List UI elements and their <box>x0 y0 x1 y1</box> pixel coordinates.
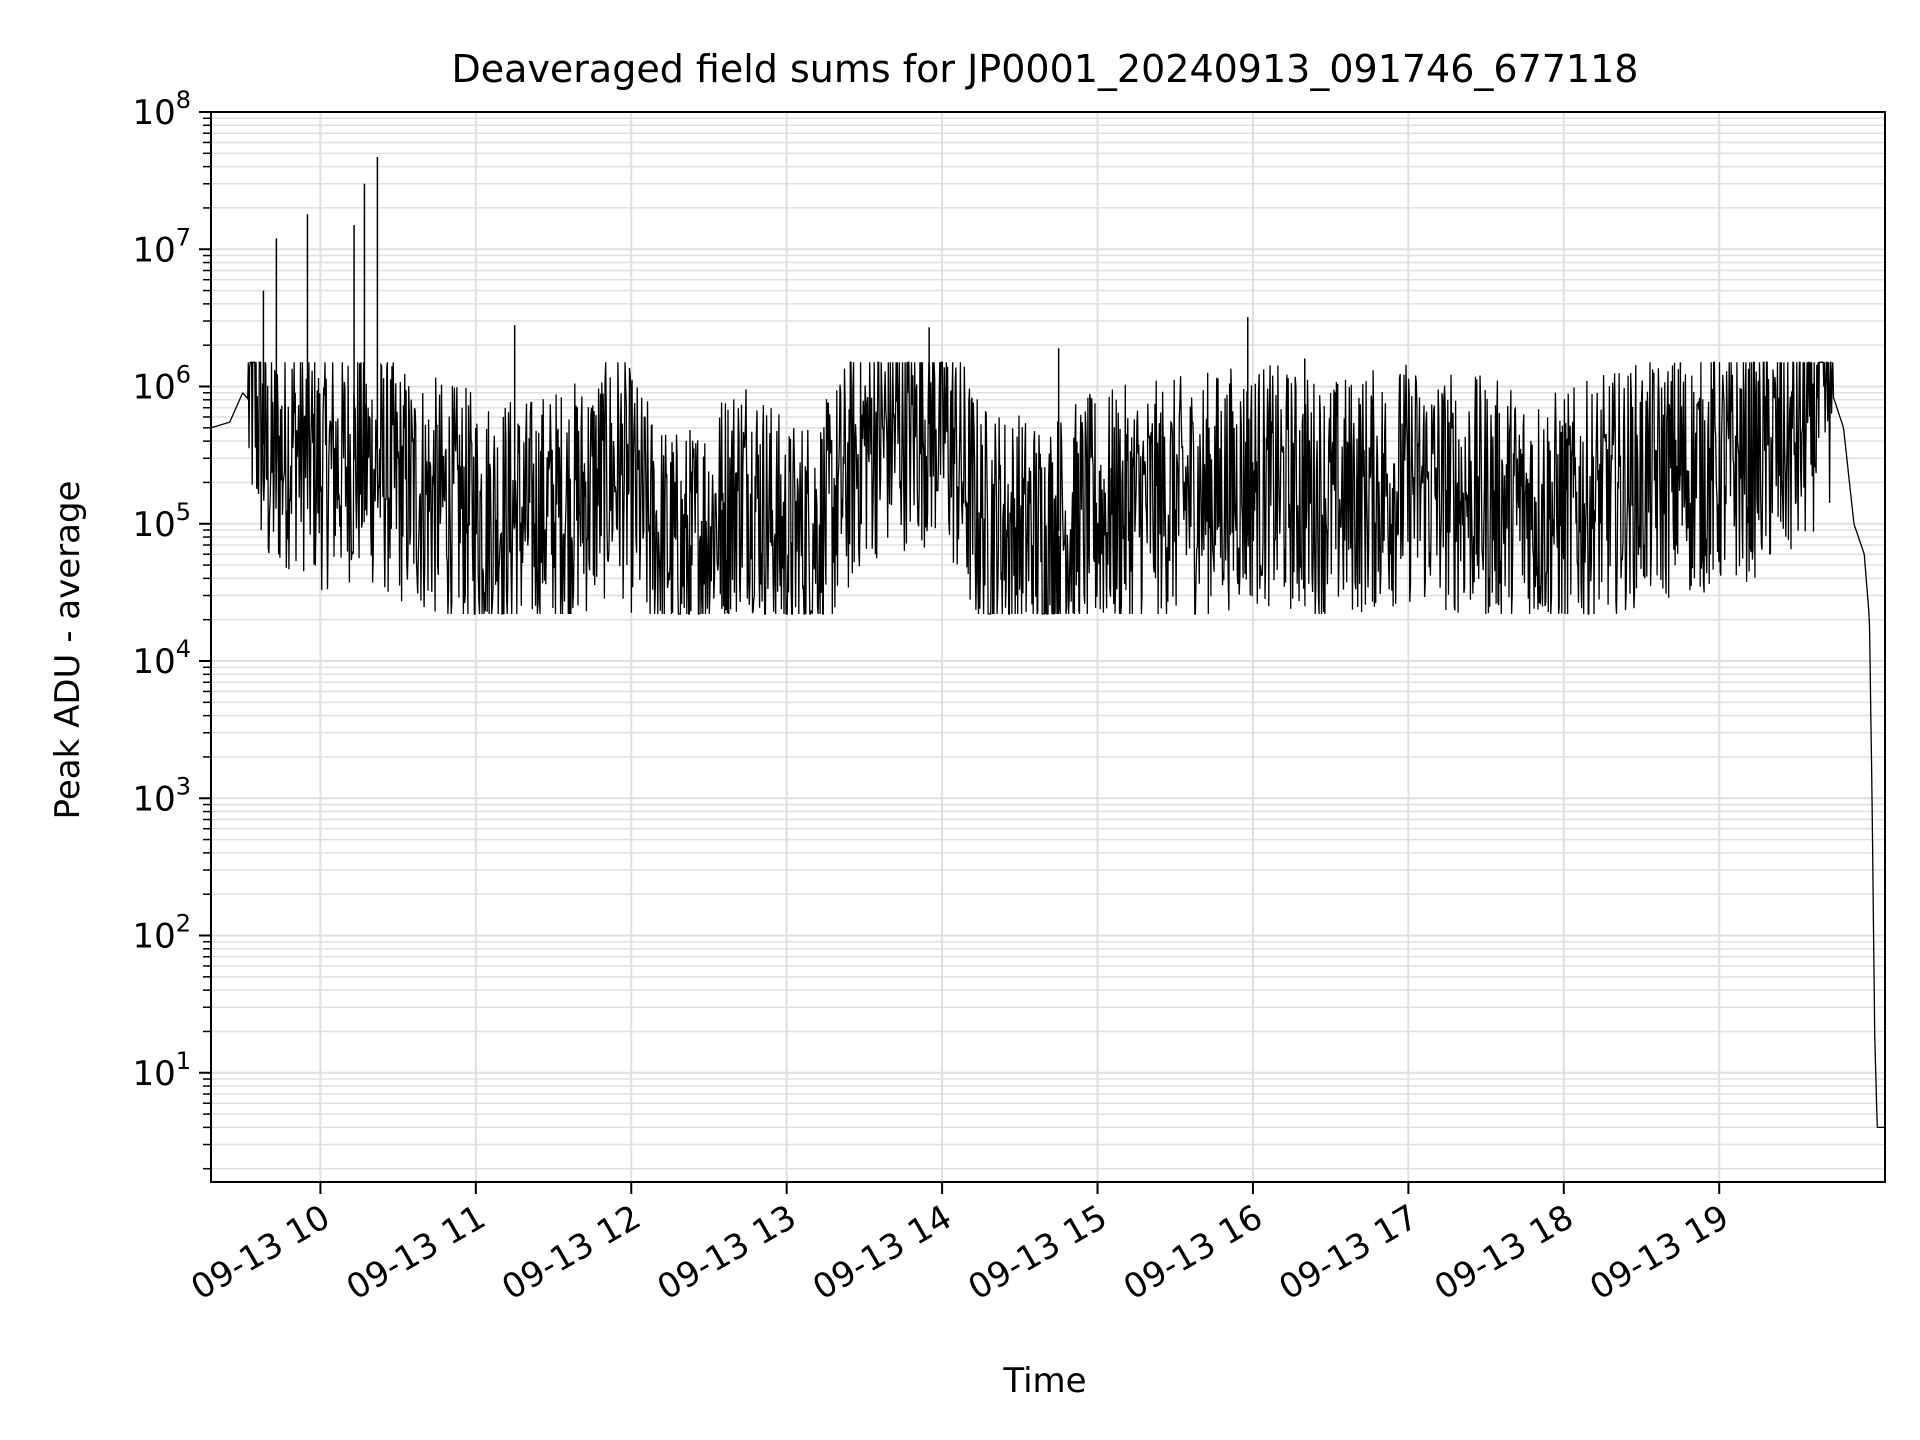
series-layer <box>210 157 1885 1129</box>
y-tick-label: 104 <box>132 635 191 682</box>
data-series-line <box>210 361 1885 1129</box>
x-axis-label: Time <box>1002 1361 1086 1401</box>
y-axis: 101 102 103 104 105 106 107 108 <box>132 86 211 1170</box>
y-axis-label: Peak ADU - average <box>48 481 88 820</box>
y-tick-label: 108 <box>132 86 191 133</box>
chart-title: Deaveraged field sums for JP0001_2024091… <box>452 47 1639 91</box>
grid <box>211 112 1885 1182</box>
y-tick-label: 102 <box>132 910 191 957</box>
plot-frame <box>210 111 1886 1183</box>
y-tick-label: 103 <box>132 772 191 819</box>
y-tick-label: 101 <box>132 1047 191 1094</box>
y-tick-label: 105 <box>132 498 191 545</box>
y-tick-label: 106 <box>132 361 191 408</box>
y-tick-label: 107 <box>132 223 191 270</box>
